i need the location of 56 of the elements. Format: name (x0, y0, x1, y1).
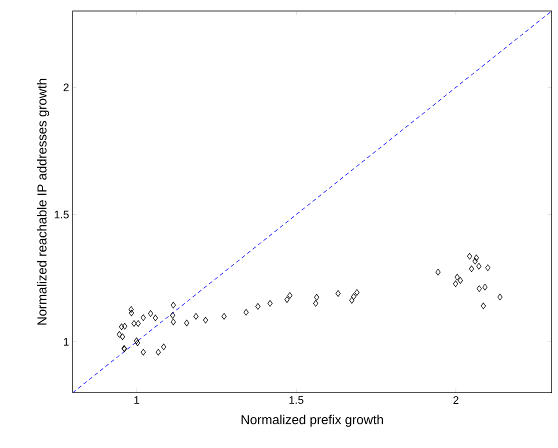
point (193, 313, 199, 320)
point (170, 318, 176, 326)
point (120, 333, 126, 340)
point (116, 331, 122, 338)
point (128, 306, 134, 313)
point (454, 274, 460, 280)
point (480, 302, 486, 310)
point (351, 293, 356, 300)
point (474, 254, 479, 262)
point (485, 264, 490, 272)
point (202, 316, 208, 324)
point (284, 296, 290, 303)
point (148, 310, 154, 317)
point (170, 302, 176, 308)
point (313, 300, 318, 307)
point (222, 313, 227, 320)
point (476, 285, 482, 292)
point (119, 323, 124, 330)
y-axis-title: Normalized reachable IP addresses growth (37, 78, 50, 325)
x-tick-label: 1.5 (289, 396, 304, 404)
point (314, 294, 320, 301)
point (156, 348, 161, 356)
point (128, 310, 134, 316)
point (161, 344, 166, 350)
x-tick-label: 2 (453, 396, 458, 404)
point (136, 320, 141, 327)
point (122, 322, 128, 330)
point (184, 320, 190, 326)
point (435, 268, 441, 276)
point (472, 258, 478, 264)
y-tick-label: 1 (64, 338, 69, 346)
point (354, 289, 360, 296)
point (170, 312, 176, 319)
point (467, 253, 472, 260)
point (140, 348, 146, 356)
point (453, 280, 458, 288)
point (458, 277, 463, 284)
point (268, 300, 273, 307)
point (349, 297, 354, 304)
x-tick-label: 1 (134, 396, 140, 404)
point (497, 294, 503, 300)
point (140, 314, 146, 321)
point (482, 284, 488, 290)
point (255, 303, 260, 310)
point (476, 262, 482, 270)
point (152, 314, 158, 322)
x-axis-title: Normalized prefix growth (242, 414, 383, 427)
point (134, 337, 140, 344)
point (287, 292, 292, 299)
y-tick-label: 2 (64, 84, 69, 92)
point (134, 340, 140, 346)
y-tick-label: 1.5 (54, 210, 69, 218)
point (469, 265, 474, 272)
point (244, 308, 249, 316)
point (336, 290, 341, 297)
point (131, 320, 137, 327)
